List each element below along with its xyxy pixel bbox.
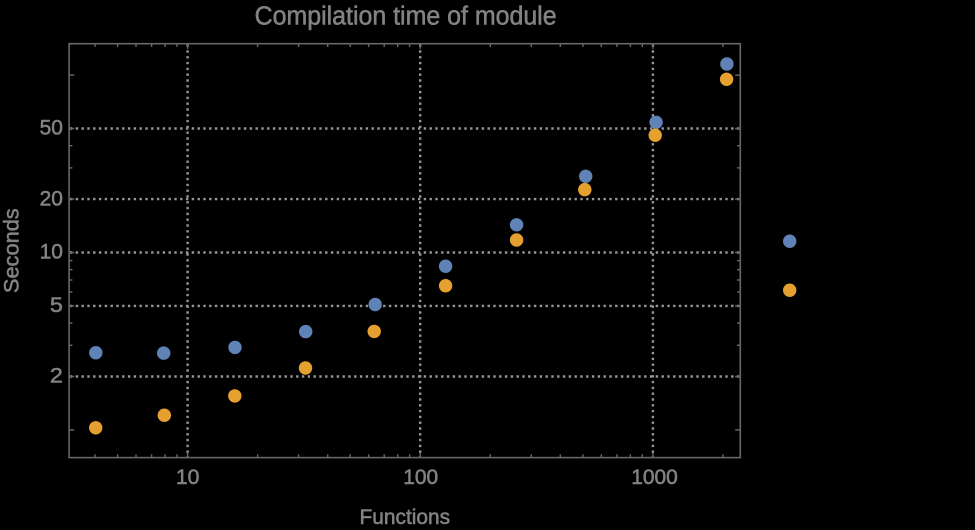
svg-text:20: 20 bbox=[40, 186, 63, 210]
svg-text:50: 50 bbox=[40, 116, 63, 140]
svg-text:Functions: Functions bbox=[360, 505, 451, 525]
svg-text:1000: 1000 bbox=[631, 465, 678, 489]
svg-text:Seconds: Seconds bbox=[0, 208, 24, 293]
svg-text:100: 100 bbox=[403, 465, 438, 489]
svg-text:Compilation time of module: Compilation time of module bbox=[255, 1, 557, 31]
svg-text:2: 2 bbox=[50, 364, 63, 388]
svg-text:10: 10 bbox=[176, 465, 200, 489]
svg-text:10: 10 bbox=[40, 240, 63, 264]
svg-text:5: 5 bbox=[50, 293, 63, 317]
